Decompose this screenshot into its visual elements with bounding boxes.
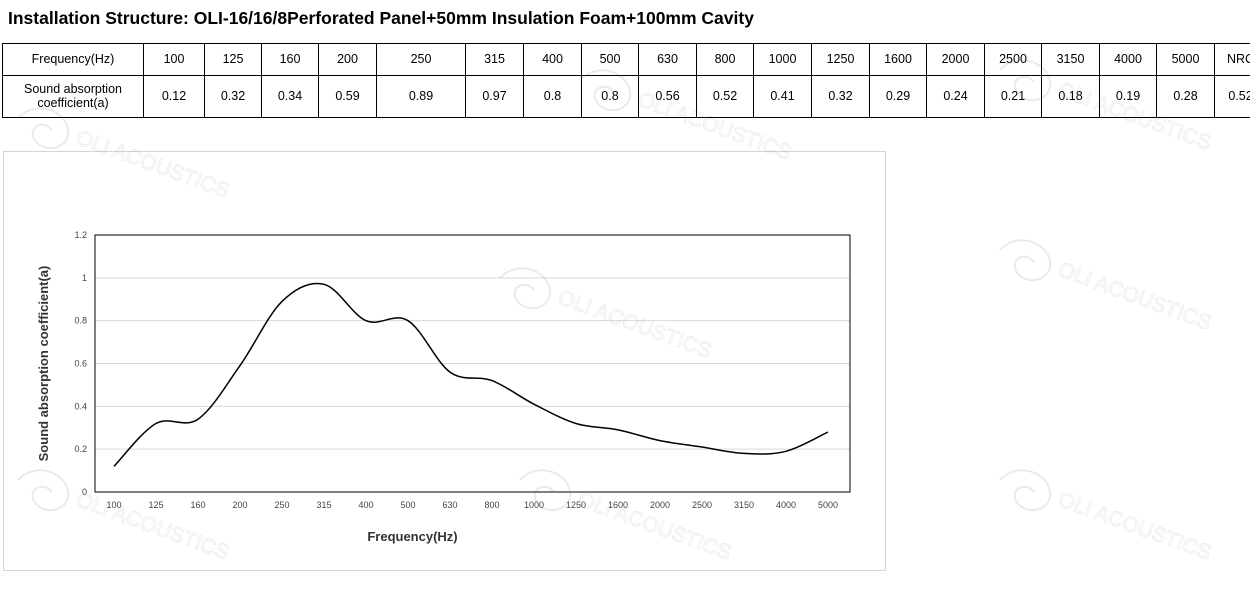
x-tick-label: 1250 — [566, 500, 586, 510]
frequency-cell: 1600 — [869, 43, 927, 76]
x-tick-label: 125 — [148, 500, 163, 510]
frequency-cell: 800 — [696, 43, 754, 76]
x-tick-label: 160 — [190, 500, 205, 510]
frequency-cell: 200 — [318, 43, 377, 76]
coefficient-cell: 0.41 — [753, 75, 812, 118]
y-axis-label: Sound absorption coefficient(a) — [36, 266, 51, 462]
watermark: OLI ACOUSTICS — [999, 239, 1215, 335]
frequency-cell: 2000 — [926, 43, 985, 76]
x-tick-label: 2500 — [692, 500, 712, 510]
y-tick-label: 0 — [82, 487, 87, 497]
x-tick-label: 1000 — [524, 500, 544, 510]
frequency-cell: 2500 — [984, 43, 1042, 76]
x-tick-labels: 100 125 160 200 250 315 400 500 630 800 1000 1250 16… — [106, 500, 838, 510]
frequency-cell: 125 — [204, 43, 262, 76]
absorption-chart: 0 0.2 0.4 0.6 0.8 1 1.2 100 125 160 200 250 315 400 5… — [36, 230, 851, 544]
x-tick-label: 630 — [442, 500, 457, 510]
frequency-cell: NRC — [1214, 43, 1250, 76]
x-tick-label: 200 — [232, 500, 247, 510]
watermark-text: OLI ACOUSTICS — [1055, 258, 1214, 335]
frequency-cell: 160 — [261, 43, 319, 76]
coefficient-cell: 0.24 — [926, 75, 985, 118]
frequency-cell: 4000 — [1099, 43, 1157, 76]
frequency-cell: 400 — [523, 43, 582, 76]
coefficient-cell: 0.18 — [1041, 75, 1100, 118]
coefficient-cell: 0.28 — [1156, 75, 1215, 118]
coefficient-cell: 0.52 — [696, 75, 754, 118]
x-tick-label: 3150 — [734, 500, 754, 510]
coefficient-cell: 0.29 — [869, 75, 927, 118]
y-tick-label: 0.8 — [74, 316, 87, 326]
x-tick-label: 315 — [316, 500, 331, 510]
series-line — [113, 282, 829, 467]
frequency-row: Frequency(Hz) 100 125 160 200 250 315 400 500 630… — [2, 43, 1250, 76]
grid-lines — [95, 277, 850, 450]
y-tick-label: 0.6 — [74, 359, 87, 369]
chart-container: 0 0.2 0.4 0.6 0.8 1 1.2 100 125 160 200 250 315 400 5… — [3, 151, 886, 571]
x-axis-label: Frequency(Hz) — [367, 529, 457, 544]
page-title: Installation Structure: OLI-16/16/8Perfo… — [8, 8, 754, 28]
coefficient-cell: 0.8 — [581, 75, 639, 118]
coefficient-cell: 0.97 — [465, 75, 524, 118]
x-tick-label: 250 — [274, 500, 289, 510]
watermark-text: OLI ACOUSTICS — [1055, 488, 1214, 565]
x-tick-label: 800 — [484, 500, 499, 510]
frequency-cell: 630 — [638, 43, 697, 76]
frequency-cell: 315 — [465, 43, 524, 76]
absorption-table: Frequency(Hz) 100 125 160 200 250 315 400 500 630… — [2, 43, 1250, 118]
coefficient-row: Sound absorption coefficient(a) 0.12 0.32 0… — [2, 75, 1250, 118]
coefficient-cell: 0.32 — [204, 75, 262, 118]
x-tick-label: 4000 — [776, 500, 796, 510]
x-tick-label: 1600 — [608, 500, 628, 510]
plot-frame — [94, 234, 851, 493]
coefficient-cell: 0.52 — [1214, 75, 1250, 118]
coefficient-cell: 0.89 — [376, 75, 466, 118]
y-tick-labels: 0 0.2 0.4 0.6 0.8 1 1.2 — [74, 230, 87, 497]
y-tick-label: 0.4 — [74, 401, 87, 411]
x-tick-label: 500 — [400, 500, 415, 510]
coefficient-cell: 0.34 — [261, 75, 319, 118]
frequency-cell: 250 — [376, 43, 466, 76]
frequency-cell: 1250 — [811, 43, 870, 76]
watermark-logo-icon — [999, 469, 1052, 512]
coefficient-cell: 0.21 — [984, 75, 1042, 118]
coefficient-cell: 0.12 — [143, 75, 205, 118]
x-tick-label: 400 — [358, 500, 373, 510]
coefficient-cell: 0.59 — [318, 75, 377, 118]
y-tick-label: 1.2 — [74, 230, 87, 240]
y-tick-label: 0.2 — [74, 444, 87, 454]
coefficient-header-cell: Sound absorption coefficient(a) — [2, 75, 144, 118]
frequency-cell: 1000 — [753, 43, 812, 76]
watermark: OLI ACOUSTICS — [999, 469, 1215, 565]
y-tick-label: 1 — [82, 273, 87, 283]
x-tick-label: 100 — [106, 500, 121, 510]
coefficient-cell: 0.56 — [638, 75, 697, 118]
watermark-logo-icon — [999, 239, 1052, 282]
frequency-cell: 3150 — [1041, 43, 1100, 76]
x-tick-label: 5000 — [818, 500, 838, 510]
x-tick-label: 2000 — [650, 500, 670, 510]
coefficient-cell: 0.19 — [1099, 75, 1157, 118]
data-points — [112, 282, 830, 468]
frequency-cell: 500 — [581, 43, 639, 76]
frequency-cell: 100 — [143, 43, 205, 76]
coefficient-cell: 0.8 — [523, 75, 582, 118]
frequency-cell: 5000 — [1156, 43, 1215, 76]
frequency-header-cell: Frequency(Hz) — [2, 43, 144, 76]
coefficient-cell: 0.32 — [811, 75, 870, 118]
